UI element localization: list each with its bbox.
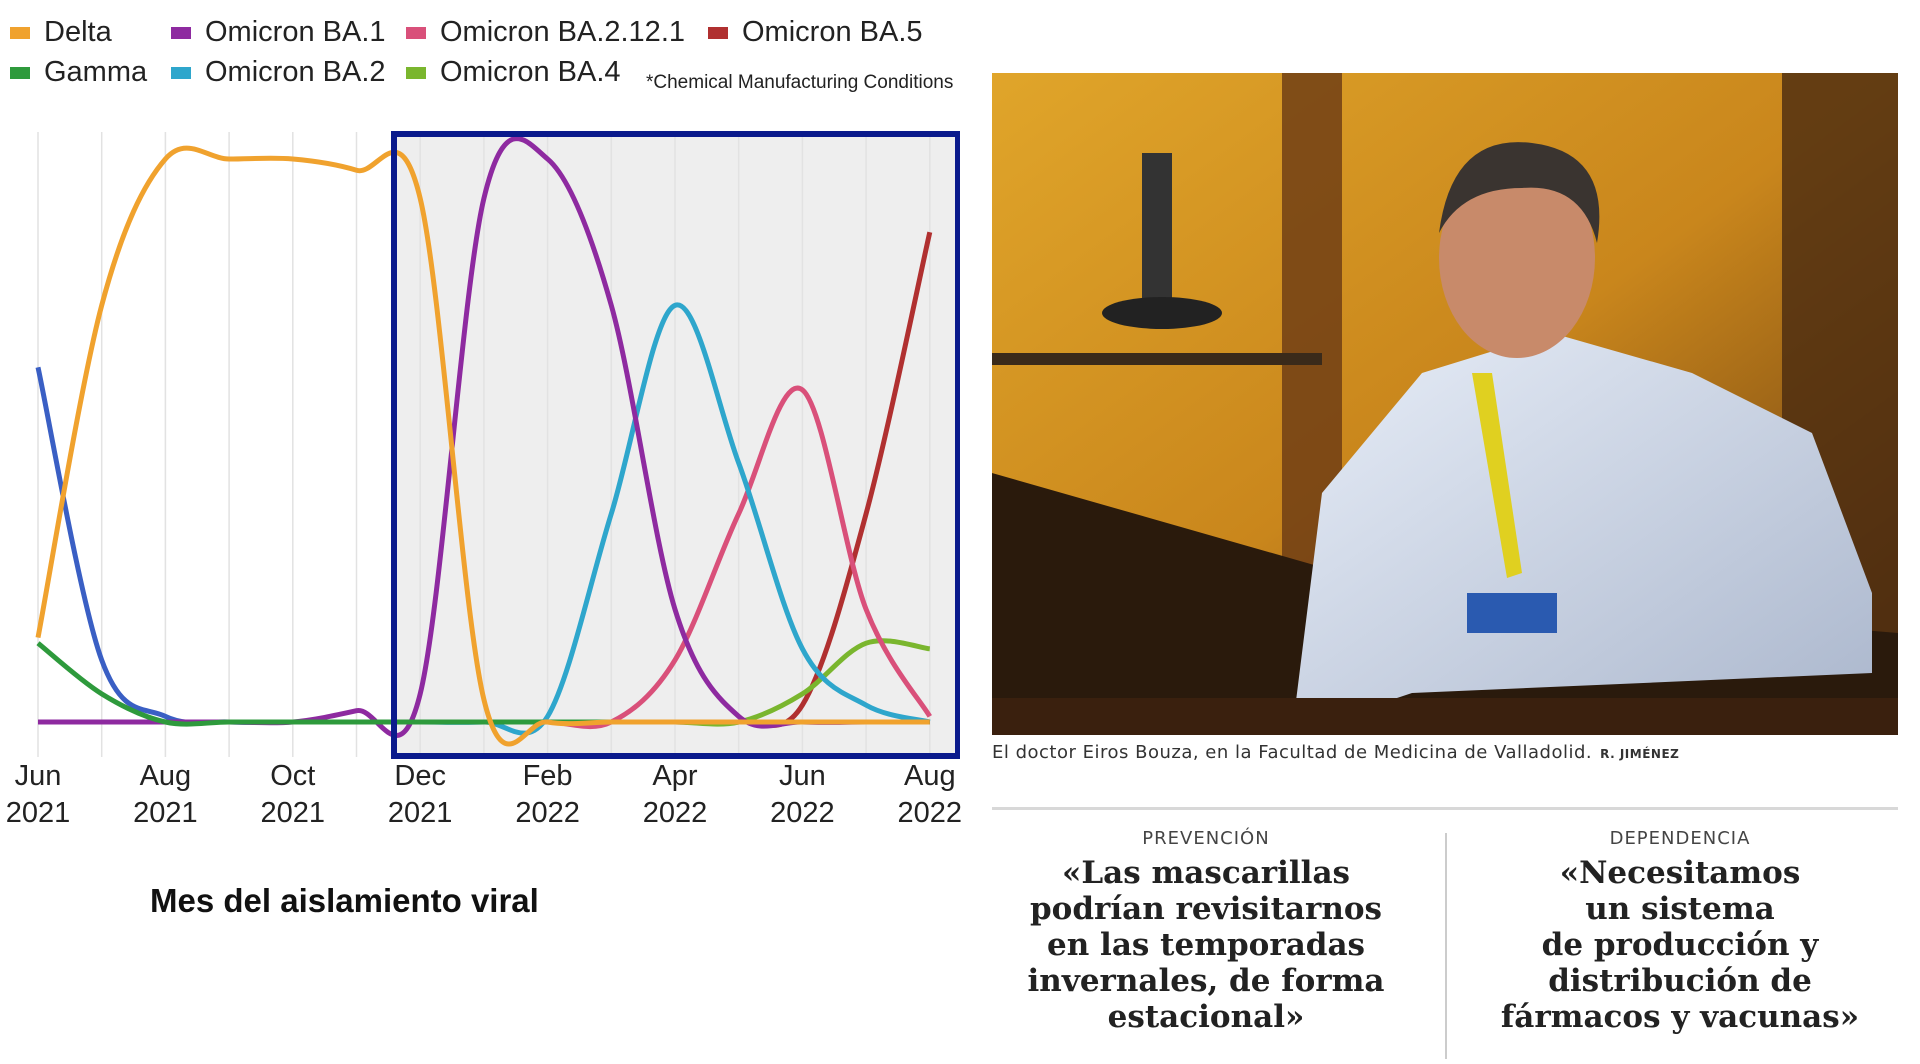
legend-label: Omicron BA.1 xyxy=(205,16,386,48)
photo-credit: R. JIMÉNEZ xyxy=(1600,747,1680,761)
caption: El doctor Eiros Bouza, en la Facultad de… xyxy=(992,742,1679,763)
legend-item: Omicron BA.4 xyxy=(406,56,621,89)
section-label: PREVENCIÓN xyxy=(1142,828,1270,849)
article-column: DEPENDENCIA «Necesitamos un sistema de prod… xyxy=(1460,828,1900,1035)
series-line xyxy=(35,145,930,747)
quote-line: «Las mascarillas xyxy=(1061,855,1350,891)
x-tick-label: Oct 2021 xyxy=(260,760,326,829)
x-tick-label: Dec 2021 xyxy=(387,760,453,829)
legend-swatch xyxy=(406,67,426,80)
legend-swatch xyxy=(10,27,30,40)
x-tick-label: Jun 2021 xyxy=(5,760,71,829)
lines xyxy=(35,136,933,747)
legend-item: Omicron BA.2.12.1 xyxy=(406,16,685,49)
legend-item: Omicron BA.5 xyxy=(708,16,923,49)
article-column: PREVENCIÓN «Las mascarillas podrían revisi… xyxy=(986,828,1426,1035)
grid xyxy=(37,132,931,757)
quote-line: estacional» xyxy=(1107,999,1305,1035)
legend-item: Gamma xyxy=(10,56,147,89)
quote-line: distribución de xyxy=(1548,963,1812,999)
legend-swatch xyxy=(10,67,30,80)
legend-label: Omicron BA.5 xyxy=(742,16,923,48)
section-label: DEPENDENCIA xyxy=(1609,828,1751,849)
legend-label: Omicron BA.4 xyxy=(440,56,621,88)
legend-item: Delta xyxy=(10,16,112,49)
legend-swatch xyxy=(171,67,191,80)
column-divider xyxy=(1445,833,1447,1059)
x-tick-label: Feb 2022 xyxy=(515,760,580,829)
legend-label: Omicron BA.2.12.1 xyxy=(440,16,685,48)
quote-line: podrían revisitarnos xyxy=(1029,891,1383,927)
legend-swatch xyxy=(708,27,728,40)
quote-line: fármacos y vacunas» xyxy=(1500,999,1860,1035)
legend-item: Omicron BA.1 xyxy=(171,16,386,49)
x-axis-title: Mes del aislamiento viral xyxy=(150,882,539,919)
x-tick-label: Aug 2022 xyxy=(897,760,963,829)
highlight-box xyxy=(391,131,960,759)
legend-item: Omicron BA.2 xyxy=(171,56,386,89)
legend-label: Gamma xyxy=(44,56,148,88)
quote-line: invernales, de forma xyxy=(1027,963,1385,999)
quote-line: en las temporadas xyxy=(1047,927,1365,963)
quote-line: de producción y xyxy=(1541,927,1819,963)
legend-label: Delta xyxy=(44,16,112,48)
quote-line: «Necesitamos xyxy=(1559,855,1801,891)
caption-text: El doctor Eiros Bouza, en la Facultad de… xyxy=(992,742,1593,763)
quote-line: un sistema xyxy=(1585,891,1775,927)
legend-swatch xyxy=(406,27,426,40)
photo xyxy=(992,73,1898,735)
chart xyxy=(35,131,960,759)
x-tick-label: Aug 2021 xyxy=(133,760,198,829)
separator xyxy=(992,807,1898,810)
legend-swatch xyxy=(171,27,191,40)
x-tick-label: Apr 2022 xyxy=(642,760,708,829)
note: *Chemical Manufacturing Conditions xyxy=(646,72,954,93)
highlight-region xyxy=(394,134,958,756)
x-tick-label: Jun 2022 xyxy=(770,760,835,829)
legend-label: Omicron BA.2 xyxy=(205,56,386,88)
